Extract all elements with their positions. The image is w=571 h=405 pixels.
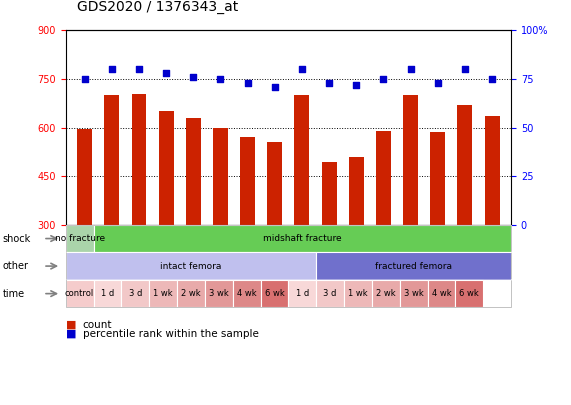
Point	[379, 76, 388, 82]
Bar	[131, 94, 146, 225]
Point	[107, 66, 116, 72]
Text: 4 wk: 4 wk	[432, 289, 451, 298]
Point	[216, 76, 225, 82]
Bar	[159, 111, 174, 225]
Bar	[321, 162, 336, 225]
Text: 3 d: 3 d	[323, 289, 337, 298]
Text: fractured femora: fractured femora	[375, 262, 452, 271]
Bar	[431, 132, 445, 225]
Text: ■: ■	[66, 329, 76, 339]
Text: 3 d: 3 d	[128, 289, 142, 298]
Bar	[403, 95, 418, 225]
Bar	[213, 128, 228, 225]
Bar	[349, 157, 364, 225]
Point	[243, 80, 252, 86]
Text: 4 wk: 4 wk	[237, 289, 256, 298]
Text: ■: ■	[66, 320, 76, 330]
Point	[352, 81, 361, 88]
Text: 1 wk: 1 wk	[348, 289, 368, 298]
Text: other: other	[3, 261, 29, 271]
Text: midshaft fracture: midshaft fracture	[263, 234, 341, 243]
Text: 1 d: 1 d	[101, 289, 114, 298]
Point	[134, 66, 143, 72]
Point	[406, 66, 415, 72]
Bar	[376, 131, 391, 225]
Text: intact femora: intact femora	[160, 262, 222, 271]
Point	[297, 66, 307, 72]
Bar	[240, 137, 255, 225]
Text: 2 wk: 2 wk	[376, 289, 396, 298]
Text: 6 wk: 6 wk	[264, 289, 284, 298]
Text: no fracture: no fracture	[54, 234, 104, 243]
Text: 1 wk: 1 wk	[153, 289, 173, 298]
Point	[270, 83, 279, 90]
Bar	[485, 116, 500, 225]
Bar	[295, 95, 309, 225]
Bar	[77, 129, 92, 225]
Bar	[186, 118, 201, 225]
Text: 2 wk: 2 wk	[181, 289, 201, 298]
Point	[324, 80, 333, 86]
Text: 3 wk: 3 wk	[404, 289, 424, 298]
Text: time: time	[3, 289, 25, 298]
Bar	[104, 95, 119, 225]
Text: 6 wk: 6 wk	[460, 289, 479, 298]
Text: percentile rank within the sample: percentile rank within the sample	[83, 329, 259, 339]
Point	[460, 66, 469, 72]
Text: 3 wk: 3 wk	[209, 289, 228, 298]
Point	[162, 70, 171, 77]
Point	[189, 74, 198, 80]
Text: GDS2020 / 1376343_at: GDS2020 / 1376343_at	[77, 0, 238, 14]
Bar	[457, 105, 472, 225]
Point	[80, 76, 89, 82]
Text: 1 d: 1 d	[296, 289, 309, 298]
Bar	[267, 142, 282, 225]
Text: count: count	[83, 320, 112, 330]
Text: control: control	[65, 289, 94, 298]
Point	[488, 76, 497, 82]
Text: shock: shock	[3, 234, 31, 243]
Point	[433, 80, 443, 86]
